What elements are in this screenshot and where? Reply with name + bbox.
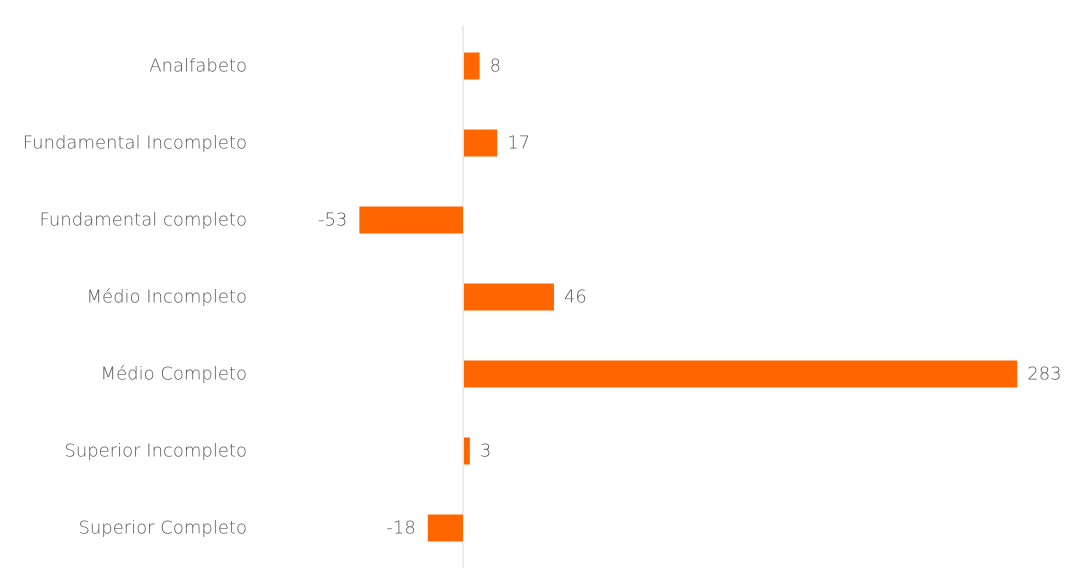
bar	[464, 129, 498, 157]
category-label: Fundamental completo	[40, 210, 247, 231]
category-label: Superior Completo	[78, 518, 247, 539]
bar	[359, 206, 463, 234]
bar	[464, 437, 470, 465]
category-label: Médio Incompleto	[87, 287, 248, 308]
data-label: 46	[564, 287, 587, 308]
data-label: 3	[480, 441, 491, 462]
data-label: -53	[318, 210, 347, 231]
category-label: Fundamental Incompleto	[23, 133, 247, 154]
category-label: Médio Completo	[101, 364, 247, 385]
data-label: 8	[490, 56, 501, 77]
bar	[464, 360, 1018, 388]
bar	[464, 52, 480, 80]
data-label: 283	[1027, 364, 1061, 385]
data-label: 17	[507, 133, 530, 154]
category-label: Analfabeto	[149, 56, 247, 77]
category-label: Superior Incompleto	[64, 441, 247, 462]
bar	[464, 283, 554, 311]
data-label: -18	[386, 518, 415, 539]
bar	[427, 514, 463, 542]
